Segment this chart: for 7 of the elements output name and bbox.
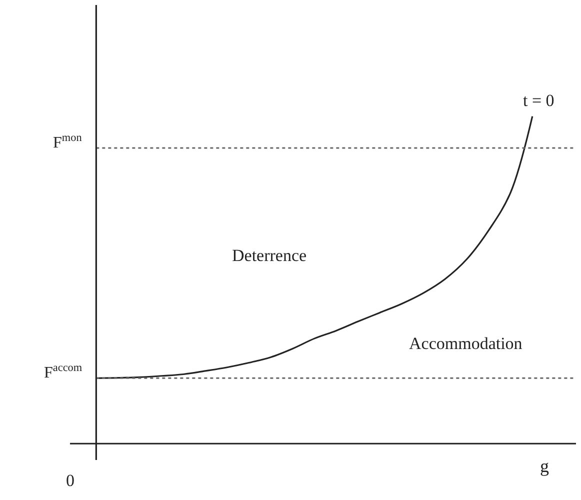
x-axis-title: g <box>540 456 549 476</box>
ref-line-label: F$^{mon}$ <box>53 132 82 152</box>
annotation: Accommodation <box>409 334 523 353</box>
annotation: Deterrence <box>232 246 307 265</box>
text: 0 <box>66 471 74 490</box>
text: t = 0 <box>523 91 554 110</box>
ref-line-label: F$^{accom}$ <box>44 362 82 382</box>
